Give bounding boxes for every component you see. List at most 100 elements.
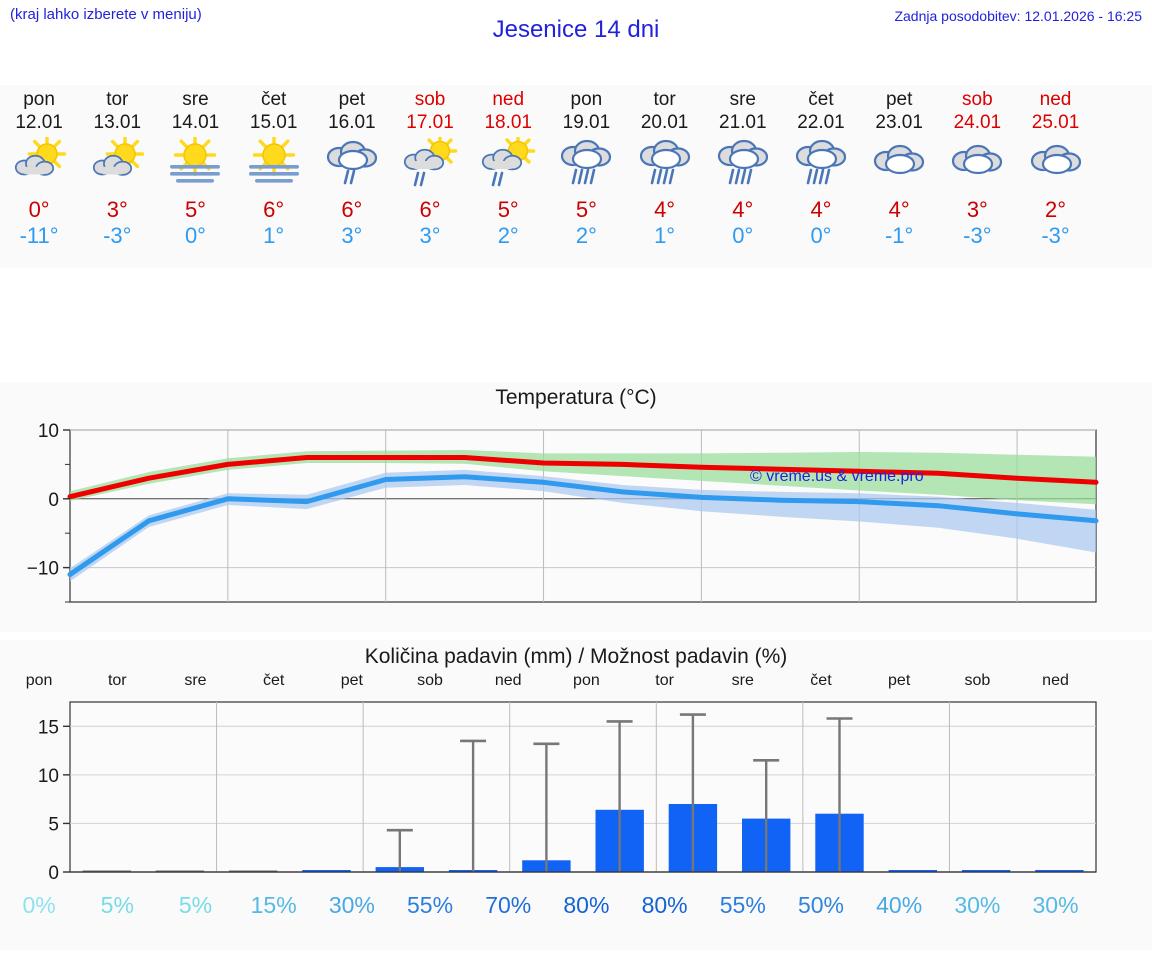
day-min-temp: -1° — [884, 223, 914, 248]
day-date: 12.01 — [15, 112, 63, 133]
day-max-temp: 5° — [184, 197, 206, 222]
precipitation-day-label: čet — [810, 672, 832, 689]
day-min-temp: 3° — [419, 223, 441, 248]
day-column[interactable]: pon 12.01 0° -11° — [0, 85, 78, 268]
day-max-temp: 3° — [966, 197, 988, 222]
day-date: 15.01 — [249, 112, 298, 133]
day-date: 14.01 — [171, 112, 220, 133]
svg-text:0: 0 — [48, 490, 59, 511]
precipitation-probability: 30% — [954, 892, 1001, 918]
day-column[interactable]: sob 17.01 6° 3° — [391, 85, 469, 268]
svg-text:0: 0 — [48, 863, 59, 884]
day-date: 24.01 — [953, 112, 1002, 133]
day-column[interactable]: pet 23.01 4° -1° — [860, 85, 938, 268]
cloud-rain-icon — [789, 136, 853, 192]
precipitation-day-label: tor — [655, 672, 674, 689]
day-max-temp: 0° — [28, 197, 50, 222]
precipitation-plot: 0 5 10 15 — [0, 694, 1152, 894]
precipitation-probability: 5% — [100, 892, 134, 918]
day-date: 13.01 — [93, 112, 142, 133]
day-column[interactable]: pon 19.01 5° 2° — [547, 85, 625, 268]
sun-cloud-rain-icon — [398, 136, 462, 192]
cloud-icon — [867, 136, 931, 192]
day-max-temp: 5° — [497, 197, 519, 222]
temperature-chart-section: Temperatura (°C) 10 0 −10 — [0, 382, 1152, 632]
day-column[interactable]: ned 18.01 5° 2° — [469, 85, 547, 268]
day-column[interactable]: sre 21.01 4° 0° — [704, 85, 782, 268]
day-min-temp: 1° — [263, 223, 285, 248]
precipitation-probability: 55% — [407, 892, 454, 918]
day-max-temp: 6° — [263, 197, 285, 222]
day-column[interactable]: pet 16.01 6° 3° — [313, 85, 391, 268]
svg-text:−10: −10 — [27, 559, 59, 580]
cloud-rain-icon — [633, 136, 697, 192]
precipitation-probability: 80% — [563, 892, 610, 918]
precipitation-chart-title: Količina padavin (mm) / Možnost padavin … — [364, 645, 788, 668]
day-column[interactable]: tor 20.01 4° 1° — [626, 85, 704, 268]
day-column[interactable]: ned 25.01 2° -3° — [1016, 85, 1094, 268]
day-date: 22.01 — [797, 112, 845, 133]
last-updated: Zadnja posodobitev: 12.01.2026 - 16:25 — [894, 8, 1142, 24]
precipitation-probability: 30% — [328, 892, 375, 918]
cloud-icon — [945, 136, 1009, 192]
partly-cloudy-icon — [85, 136, 149, 192]
precipitation-day-label: ned — [1042, 672, 1069, 689]
svg-text:10: 10 — [38, 766, 59, 787]
day-min-temp: -3° — [963, 223, 992, 248]
day-max-temp: 2° — [1045, 197, 1067, 222]
precipitation-day-labels: pon tor sre čet pet sob ned pon tor sre čet pet sob n… — [0, 672, 1152, 694]
partly-cloudy-icon — [7, 136, 71, 192]
day-column[interactable]: sob 24.01 3° -3° — [938, 85, 1016, 268]
day-date: 16.01 — [328, 112, 376, 133]
precipitation-probability: 50% — [797, 892, 844, 918]
precipitation-probability: 40% — [876, 892, 923, 918]
day-min-temp: 0° — [732, 223, 754, 248]
copyright-notice: © vreme.us & vreme.pro — [750, 468, 924, 485]
day-max-temp: 4° — [888, 197, 910, 222]
day-of-week: pon — [23, 89, 55, 110]
precipitation-day-label: pet — [340, 672, 363, 689]
day-date: 17.01 — [406, 112, 454, 133]
day-min-temp: 0° — [184, 223, 206, 248]
day-of-week: sre — [729, 89, 756, 110]
day-column[interactable]: tor 13.01 3° -3° — [78, 85, 156, 268]
sun-fog-icon — [163, 136, 227, 192]
day-of-week: tor — [653, 89, 676, 110]
day-column[interactable]: čet 22.01 4° 0° — [782, 85, 860, 268]
day-max-temp: 6° — [419, 197, 441, 222]
temperature-plot: 10 0 −10 — [0, 412, 1152, 612]
precipitation-probability: 30% — [1032, 892, 1079, 918]
cloud-light-rain-icon — [320, 136, 384, 192]
cloud-icon — [1024, 136, 1088, 192]
day-of-week: sre — [182, 89, 209, 110]
day-max-temp: 4° — [732, 197, 754, 222]
precipitation-probability: 70% — [485, 892, 532, 918]
precipitation-probability: 55% — [719, 892, 766, 918]
day-column[interactable]: sre 14.01 5° 0° — [156, 85, 234, 268]
precipitation-probability: 0% — [22, 892, 56, 918]
precipitation-probability: 15% — [250, 892, 297, 918]
day-date: 23.01 — [875, 112, 923, 133]
day-min-temp: -3° — [1041, 223, 1070, 248]
day-max-temp: 4° — [654, 197, 676, 222]
day-max-temp: 4° — [810, 197, 832, 222]
page-header: (kraj lahko izberete v meniju) Jesenice … — [0, 0, 1152, 50]
day-of-week: ned — [492, 89, 525, 110]
day-max-temp: 3° — [106, 197, 128, 222]
precipitation-probability-row: 0% 5% 5% 15% 30% 55% 70% 80% 80% 55% 50% 40% 30% 30% — [0, 892, 1152, 932]
day-date: 19.01 — [562, 112, 611, 133]
day-column[interactable]: čet 15.01 6° 1° — [235, 85, 313, 268]
day-min-temp: -3° — [103, 223, 132, 248]
precipitation-day-label: ned — [494, 672, 522, 689]
day-of-week: sob — [962, 89, 993, 110]
sun-cloud-rain-icon — [476, 136, 540, 192]
day-min-temp: -11° — [19, 223, 59, 248]
svg-text:15: 15 — [38, 717, 59, 738]
precipitation-day-label: sre — [731, 672, 754, 689]
precipitation-day-label: sob — [417, 672, 443, 689]
temperature-chart-title: Temperatura (°C) — [495, 386, 657, 409]
day-of-week: pet — [885, 89, 913, 110]
day-date: 18.01 — [484, 112, 532, 133]
day-of-week: pon — [570, 89, 603, 110]
page-title: Jesenice 14 dni — [492, 16, 660, 43]
